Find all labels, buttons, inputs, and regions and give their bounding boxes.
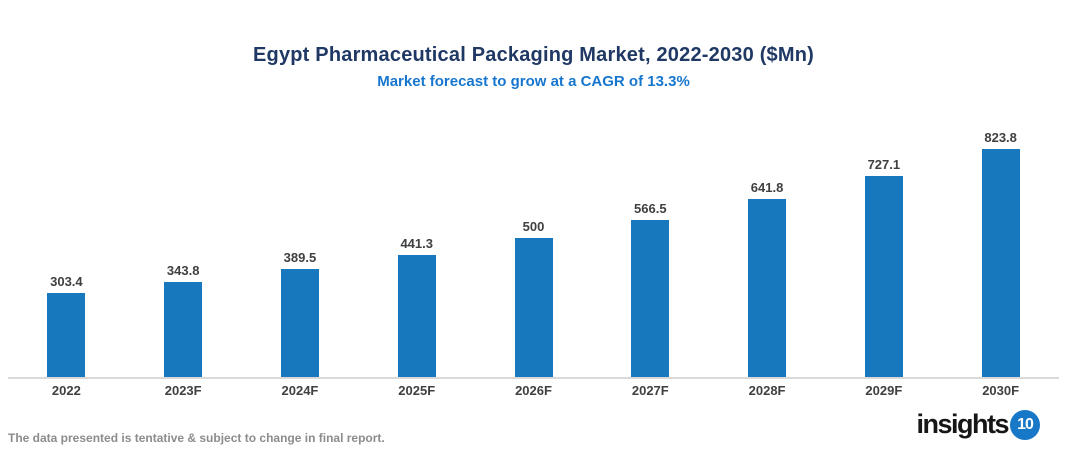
logo-text: insights	[916, 409, 1009, 439]
bar-column: 500	[475, 219, 592, 377]
x-axis-label: 2028F	[748, 383, 786, 398]
x-axis-row: 2022 2023F 2024F 2025F 2026F 2027F 2028F 2029F 2…	[8, 383, 1059, 398]
bar-column: 566.5	[592, 201, 709, 377]
bar	[631, 220, 670, 377]
x-axis-label: 2026F	[515, 383, 552, 398]
bars-row: 303.4 343.8 389.5 441.3 500 566.5 641.8 727.1 82…	[8, 127, 1059, 377]
logo-badge-circle: 10	[1010, 409, 1040, 440]
bar-column: 641.8	[709, 180, 826, 377]
bar-column: 343.8	[125, 263, 242, 377]
bar-column: 823.8	[942, 130, 1059, 377]
bar-value-label: 641.8	[750, 180, 784, 195]
bar-column: 303.4	[8, 274, 125, 377]
x-axis-label: 2030F	[982, 383, 1020, 398]
bar-chart-plot-area: 303.4 343.8 389.5 441.3 500 566.5 641.8 727.1 82…	[8, 127, 1059, 379]
chart-title: Egypt Pharmaceutical Packaging Market, 2…	[252, 44, 815, 66]
x-axis-label: 2025F	[398, 383, 436, 398]
bar-value-label: 500	[522, 219, 545, 234]
bar	[164, 282, 203, 377]
x-axis-label: 2029F	[865, 383, 903, 398]
insights10-logo: insights 10	[916, 409, 1040, 440]
bar	[981, 149, 1020, 377]
bar	[864, 176, 903, 377]
bar-column: 727.1	[825, 157, 942, 377]
bar	[397, 255, 436, 377]
bar-value-label: 389.5	[283, 250, 317, 265]
bar-value-label: 727.1	[867, 157, 901, 172]
x-axis-label: 2027F	[631, 383, 669, 398]
bar-column: 389.5	[242, 250, 359, 377]
bar-value-label: 303.4	[50, 274, 83, 289]
bar	[748, 199, 787, 377]
x-axis-label: 2023F	[164, 383, 202, 398]
bar	[514, 238, 553, 377]
bar-value-label: 823.8	[984, 130, 1017, 145]
chart-subtitle: Market forecast to grow at a CAGR of 13.…	[377, 73, 690, 90]
bar-value-label: 566.5	[634, 201, 667, 216]
bar-column: 441.3	[358, 236, 475, 377]
footer-note: The data presented is tentative & subjec…	[8, 431, 385, 445]
x-axis-label: 2024F	[281, 383, 319, 398]
x-axis-label: 2022	[51, 383, 81, 398]
bar	[47, 293, 86, 377]
bar-value-label: 343.8	[166, 263, 200, 278]
bar	[280, 269, 319, 377]
bar-value-label: 441.3	[400, 236, 433, 251]
